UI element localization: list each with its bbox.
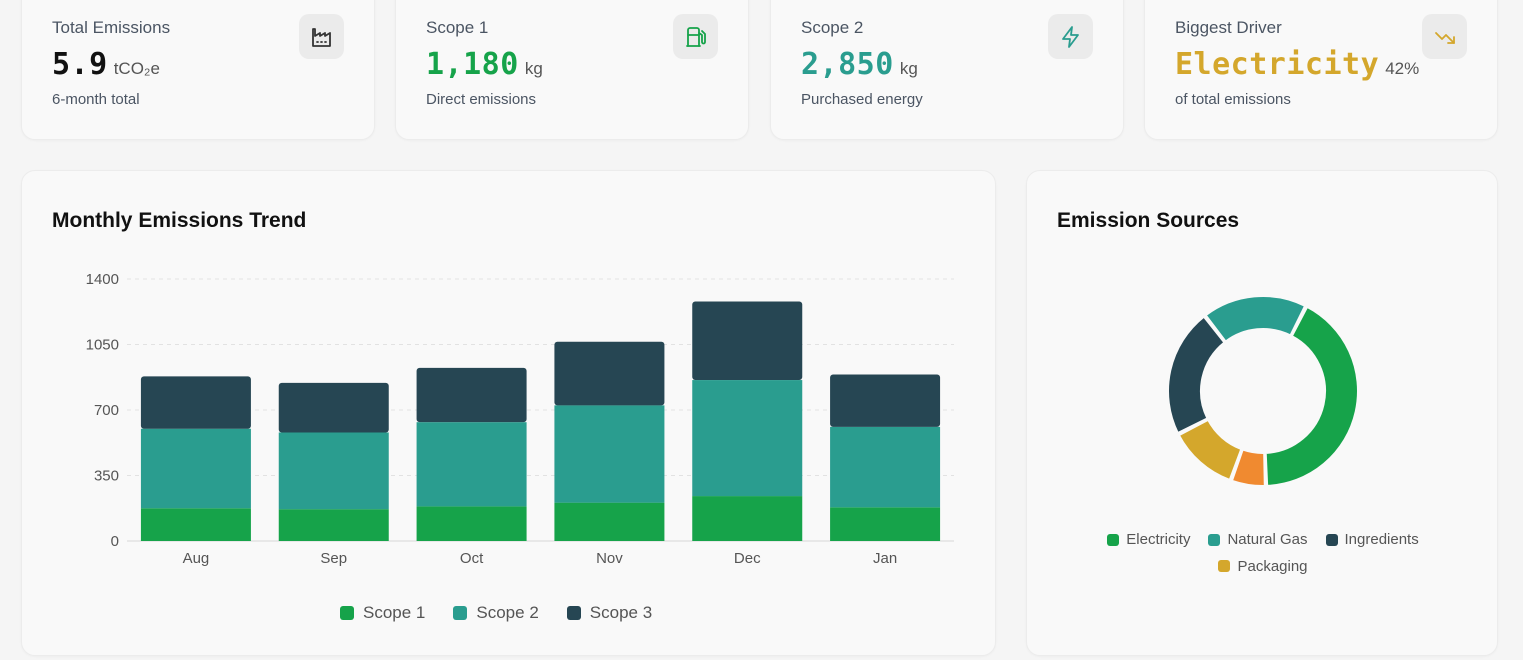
y-tick-label: 1400: [86, 271, 119, 288]
stat-value: 2,850: [801, 47, 894, 82]
stat-value: Electricity: [1175, 47, 1380, 82]
bar-segment-scope-3[interactable]: [554, 341, 665, 406]
stat-sub: of total emissions: [1175, 91, 1291, 108]
bar-segment-scope-2[interactable]: [416, 422, 527, 507]
legend-label: Scope 2: [476, 603, 539, 622]
sources-title: Emission Sources: [1057, 209, 1240, 232]
stat-unit: 42%: [1385, 59, 1420, 78]
stat-value: 1,180: [426, 47, 519, 82]
bar-segment-scope-3[interactable]: [278, 382, 389, 433]
donut-slice-other[interactable]: [1230, 448, 1266, 487]
x-tick-label: Jan: [873, 550, 897, 567]
y-tick-label: 1050: [86, 337, 119, 354]
bar-chart-legend: Scope 1 Scope 2 Scope 3: [340, 603, 652, 623]
bar-segment-scope-1[interactable]: [830, 507, 941, 541]
bar-segment-scope-3[interactable]: [830, 374, 941, 427]
legend-label: Natural Gas: [1227, 531, 1308, 548]
bar-segment-scope-3[interactable]: [692, 301, 803, 381]
trend-panel: Monthly Emissions Trend 0 350 700 1050 1400 A…: [21, 170, 996, 656]
stat-label: Scope 1: [426, 18, 489, 37]
bar-segment-scope-3[interactable]: [416, 367, 527, 423]
y-tick-label: 0: [111, 533, 119, 550]
sources-panel: Emission Sources Electricity Natural Gas I…: [1026, 170, 1498, 656]
legend-item[interactable]: Scope 3: [566, 603, 653, 623]
legend-item[interactable]: Packaging: [1218, 554, 1308, 579]
lightning-icon: [1048, 14, 1093, 59]
stat-sub: 6-month total: [52, 91, 140, 108]
stat-sub: Direct emissions: [426, 91, 537, 108]
fuel-pump-icon: [673, 14, 718, 59]
bar-segment-scope-2[interactable]: [140, 428, 251, 509]
stat-value: 5.9: [52, 47, 108, 82]
legend-label: Scope 3: [589, 603, 653, 622]
donut-slice-electricity[interactable]: [1264, 305, 1359, 487]
legend-label: Packaging: [1237, 557, 1308, 575]
stat-unit: tCO₂e: [113, 59, 160, 78]
stat-unit: kg: [524, 59, 543, 78]
bar-segment-scope-2[interactable]: [692, 380, 803, 497]
legend-item[interactable]: Electricity: [1107, 527, 1190, 552]
bar-segment-scope-2[interactable]: [554, 405, 665, 503]
stat-label: Scope 2: [801, 18, 864, 37]
x-tick-label: Aug: [183, 550, 210, 567]
stat-card-scope1: Scope 1 1,180 kg Direct emissions: [395, 0, 749, 140]
legend-swatch: [1107, 533, 1120, 546]
donut-slice-natural-gas[interactable]: [1204, 295, 1307, 343]
bar-segment-scope-1[interactable]: [278, 509, 389, 541]
y-tick-label: 350: [94, 468, 119, 485]
bar-segment-scope-1[interactable]: [140, 508, 251, 541]
bar-segment-scope-2[interactable]: [278, 432, 389, 510]
legend-item[interactable]: Ingredients: [1325, 527, 1419, 552]
bar-segment-scope-2[interactable]: [830, 426, 941, 508]
donut-slice-ingredients[interactable]: [1167, 315, 1226, 435]
bar-segment-scope-1[interactable]: [554, 502, 665, 541]
x-tick-label: Nov: [596, 550, 623, 567]
legend-swatch: [340, 606, 354, 620]
trend-down-icon: [1422, 14, 1467, 59]
legend-swatch: [1325, 533, 1338, 546]
bar-segment-scope-3[interactable]: [140, 376, 251, 429]
legend-label: Ingredients: [1344, 531, 1419, 548]
stat-label: Total Emissions: [52, 18, 171, 37]
legend-swatch: [1208, 533, 1221, 546]
legend-item[interactable]: Scope 2: [453, 603, 539, 623]
legend-swatch: [1218, 560, 1231, 572]
y-tick-label: 700: [94, 402, 119, 419]
stat-label: Biggest Driver: [1175, 18, 1282, 37]
legend-swatch: [453, 606, 468, 620]
legend-label: Scope 1: [363, 603, 426, 622]
legend-swatch: [566, 606, 581, 620]
stat-card-total: Total Emissions 5.9 tCO₂e 6-month total: [21, 0, 375, 140]
donut-slice-packaging[interactable]: [1177, 418, 1243, 482]
factory-icon: [299, 14, 344, 59]
stat-sub: Purchased energy: [801, 91, 923, 108]
trend-title: Monthly Emissions Trend: [52, 209, 307, 232]
emissions-bar-chart: 0 350 700 1050 1400 Aug Sep Oct Nov Dec Jan: [86, 271, 954, 567]
legend-item[interactable]: Scope 1: [340, 603, 425, 623]
stat-card-scope2: Scope 2 2,850 kg Purchased energy: [770, 0, 1124, 140]
x-tick-label: Sep: [320, 550, 347, 567]
donut-legend: Electricity Natural Gas Ingredients Packagi…: [1097, 527, 1447, 580]
legend-item[interactable]: Natural Gas: [1208, 527, 1308, 552]
emission-sources-donut: [1167, 295, 1359, 487]
bar-segment-scope-1[interactable]: [692, 496, 803, 541]
stat-card-biggest-driver: Biggest Driver Electricity 42% of total …: [1144, 0, 1498, 140]
x-tick-label: Oct: [460, 550, 484, 567]
legend-label: Electricity: [1126, 531, 1191, 548]
bar-segment-scope-1[interactable]: [416, 506, 527, 541]
stat-unit: kg: [899, 59, 918, 78]
x-tick-label: Dec: [734, 550, 761, 567]
